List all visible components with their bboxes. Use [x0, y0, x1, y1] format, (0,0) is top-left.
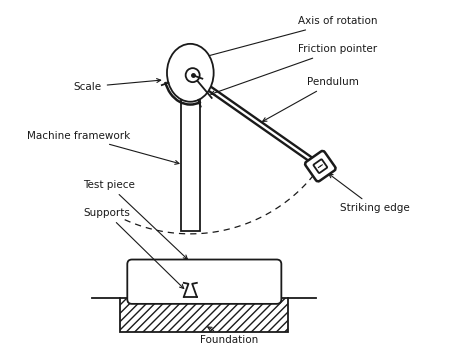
Bar	[120, 298, 288, 332]
FancyBboxPatch shape	[305, 151, 336, 181]
Text: Machine framework: Machine framework	[27, 131, 179, 164]
Bar	[181, 99, 200, 231]
Text: Foundation: Foundation	[200, 327, 258, 345]
Text: Striking edge: Striking edge	[329, 174, 410, 213]
FancyBboxPatch shape	[128, 259, 282, 304]
Text: Friction pointer: Friction pointer	[211, 45, 377, 95]
Text: Axis of rotation: Axis of rotation	[201, 16, 377, 59]
Text: Test piece: Test piece	[83, 180, 187, 259]
FancyBboxPatch shape	[313, 159, 327, 173]
Text: Supports: Supports	[83, 208, 184, 289]
Text: Scale: Scale	[73, 79, 161, 92]
Bar	[120, 298, 288, 332]
Ellipse shape	[167, 44, 214, 102]
Circle shape	[186, 68, 200, 82]
Text: Pendulum: Pendulum	[263, 77, 359, 121]
